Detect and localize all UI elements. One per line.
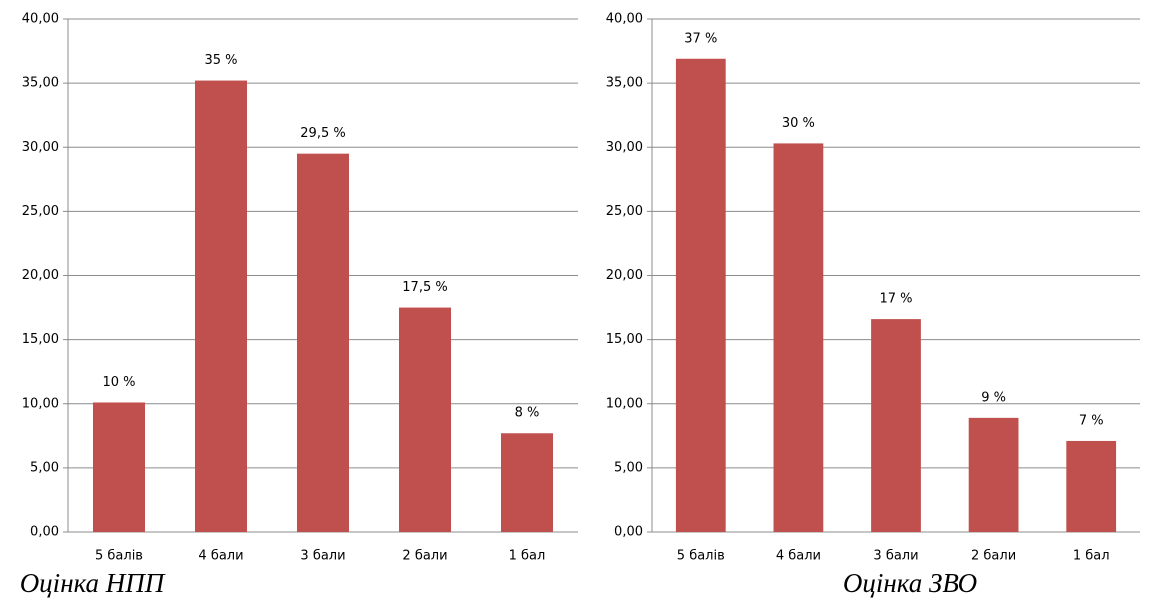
bar — [500, 433, 554, 532]
x-tick-label: 5 балів — [95, 549, 143, 564]
y-tick-label: 20,00 — [22, 268, 59, 283]
chart-caption: Оцінка НПП — [20, 568, 166, 598]
y-tick-label: 0,00 — [614, 525, 643, 540]
y-tick-label: 10,00 — [606, 396, 643, 411]
y-tick-label: 35,00 — [22, 76, 59, 91]
data-label: 9 % — [981, 390, 1006, 405]
bar — [675, 58, 726, 532]
y-tick-label: 40,00 — [22, 12, 59, 27]
y-tick-label: 20,00 — [606, 268, 643, 283]
x-tick-label: 1 бал — [1073, 549, 1110, 564]
bar — [398, 307, 452, 532]
data-label: 29,5 % — [300, 126, 345, 141]
y-tick-label: 30,00 — [606, 140, 643, 155]
bar — [773, 143, 824, 532]
x-tick-label: 3 бали — [873, 549, 918, 564]
data-label: 17 % — [879, 292, 912, 307]
y-tick-label: 5,00 — [614, 460, 643, 475]
bar — [194, 80, 248, 532]
data-label: 17,5 % — [402, 280, 447, 295]
x-tick-label: 4 бали — [198, 549, 243, 564]
x-tick-label: 4 бали — [776, 549, 821, 564]
bar — [968, 417, 1019, 532]
y-tick-label: 30,00 — [22, 140, 59, 155]
y-tick-label: 15,00 — [606, 332, 643, 347]
data-label: 7 % — [1079, 413, 1104, 428]
data-label: 30 % — [782, 116, 815, 131]
y-tick-label: 35,00 — [606, 76, 643, 91]
bar — [296, 153, 350, 532]
data-label: 8 % — [515, 406, 540, 421]
x-tick-label: 1 бал — [509, 549, 546, 564]
y-tick-label: 10,00 — [22, 396, 59, 411]
x-tick-label: 2 бали — [971, 549, 1016, 564]
bar — [871, 319, 921, 532]
data-label: 10 % — [102, 375, 135, 390]
x-tick-label: 2 бали — [402, 549, 447, 564]
x-tick-label: 5 балів — [677, 549, 725, 564]
bar — [1066, 440, 1117, 532]
x-tick-label: 3 бали — [300, 549, 345, 564]
y-tick-label: 5,00 — [30, 460, 59, 475]
y-tick-label: 25,00 — [606, 204, 643, 219]
y-tick-label: 25,00 — [22, 204, 59, 219]
data-label: 35 % — [204, 53, 237, 68]
y-tick-label: 15,00 — [22, 332, 59, 347]
y-tick-label: 0,00 — [30, 525, 59, 540]
data-label: 37 % — [684, 31, 717, 46]
chart-caption: Оцінка ЗВО — [843, 568, 977, 598]
y-tick-label: 40,00 — [606, 12, 643, 27]
bar — [92, 402, 146, 532]
